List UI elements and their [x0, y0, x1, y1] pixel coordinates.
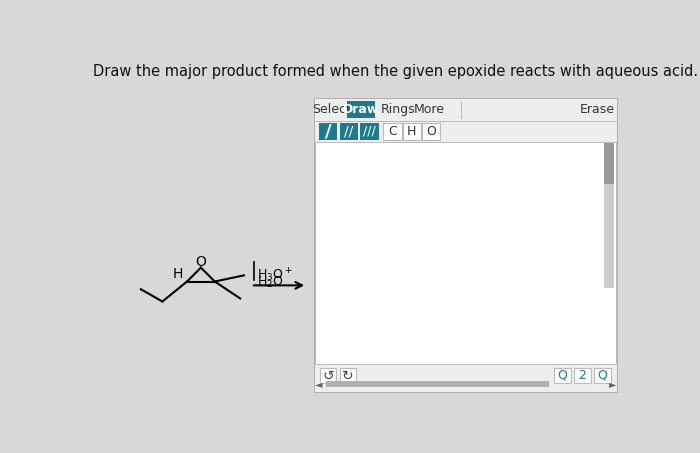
FancyBboxPatch shape: [402, 123, 421, 140]
Text: ↻: ↻: [342, 368, 354, 382]
FancyBboxPatch shape: [573, 368, 591, 383]
Text: Q: Q: [597, 369, 607, 382]
Bar: [315, 120, 617, 142]
Text: ◄: ◄: [315, 379, 323, 389]
Text: Rings: Rings: [381, 103, 415, 116]
Text: Erase: Erase: [580, 103, 615, 116]
Bar: [315, 364, 617, 392]
FancyBboxPatch shape: [321, 368, 336, 383]
Text: Draw the major product formed when the given epoxide reacts with aqueous acid.: Draw the major product formed when the g…: [93, 63, 698, 79]
Text: More: More: [413, 103, 444, 116]
Bar: [315, 99, 617, 120]
FancyBboxPatch shape: [315, 99, 617, 392]
Text: Select: Select: [312, 103, 351, 116]
FancyBboxPatch shape: [347, 101, 375, 118]
FancyBboxPatch shape: [318, 123, 337, 140]
FancyBboxPatch shape: [422, 123, 440, 140]
FancyBboxPatch shape: [360, 123, 379, 140]
FancyBboxPatch shape: [340, 123, 358, 140]
Text: H: H: [173, 267, 183, 281]
Text: H$_2$O: H$_2$O: [257, 275, 284, 289]
Text: C: C: [389, 125, 397, 138]
Text: H$_3$O$^+$: H$_3$O$^+$: [257, 266, 293, 284]
Text: 2: 2: [578, 369, 586, 382]
Text: ↺: ↺: [322, 368, 334, 382]
Text: //: //: [344, 125, 354, 138]
FancyBboxPatch shape: [384, 123, 402, 140]
Text: Q: Q: [557, 369, 567, 382]
Bar: [603, 142, 615, 289]
FancyBboxPatch shape: [554, 368, 570, 383]
FancyBboxPatch shape: [594, 368, 610, 383]
Text: /: /: [325, 122, 331, 140]
Text: ►: ►: [609, 379, 617, 389]
FancyBboxPatch shape: [340, 368, 356, 383]
Text: H: H: [407, 125, 416, 138]
Text: Draw: Draw: [343, 103, 379, 116]
Text: O: O: [195, 255, 206, 269]
Bar: [603, 142, 615, 184]
Bar: [326, 381, 549, 387]
Text: O: O: [426, 125, 436, 138]
Text: ///: ///: [363, 125, 376, 138]
